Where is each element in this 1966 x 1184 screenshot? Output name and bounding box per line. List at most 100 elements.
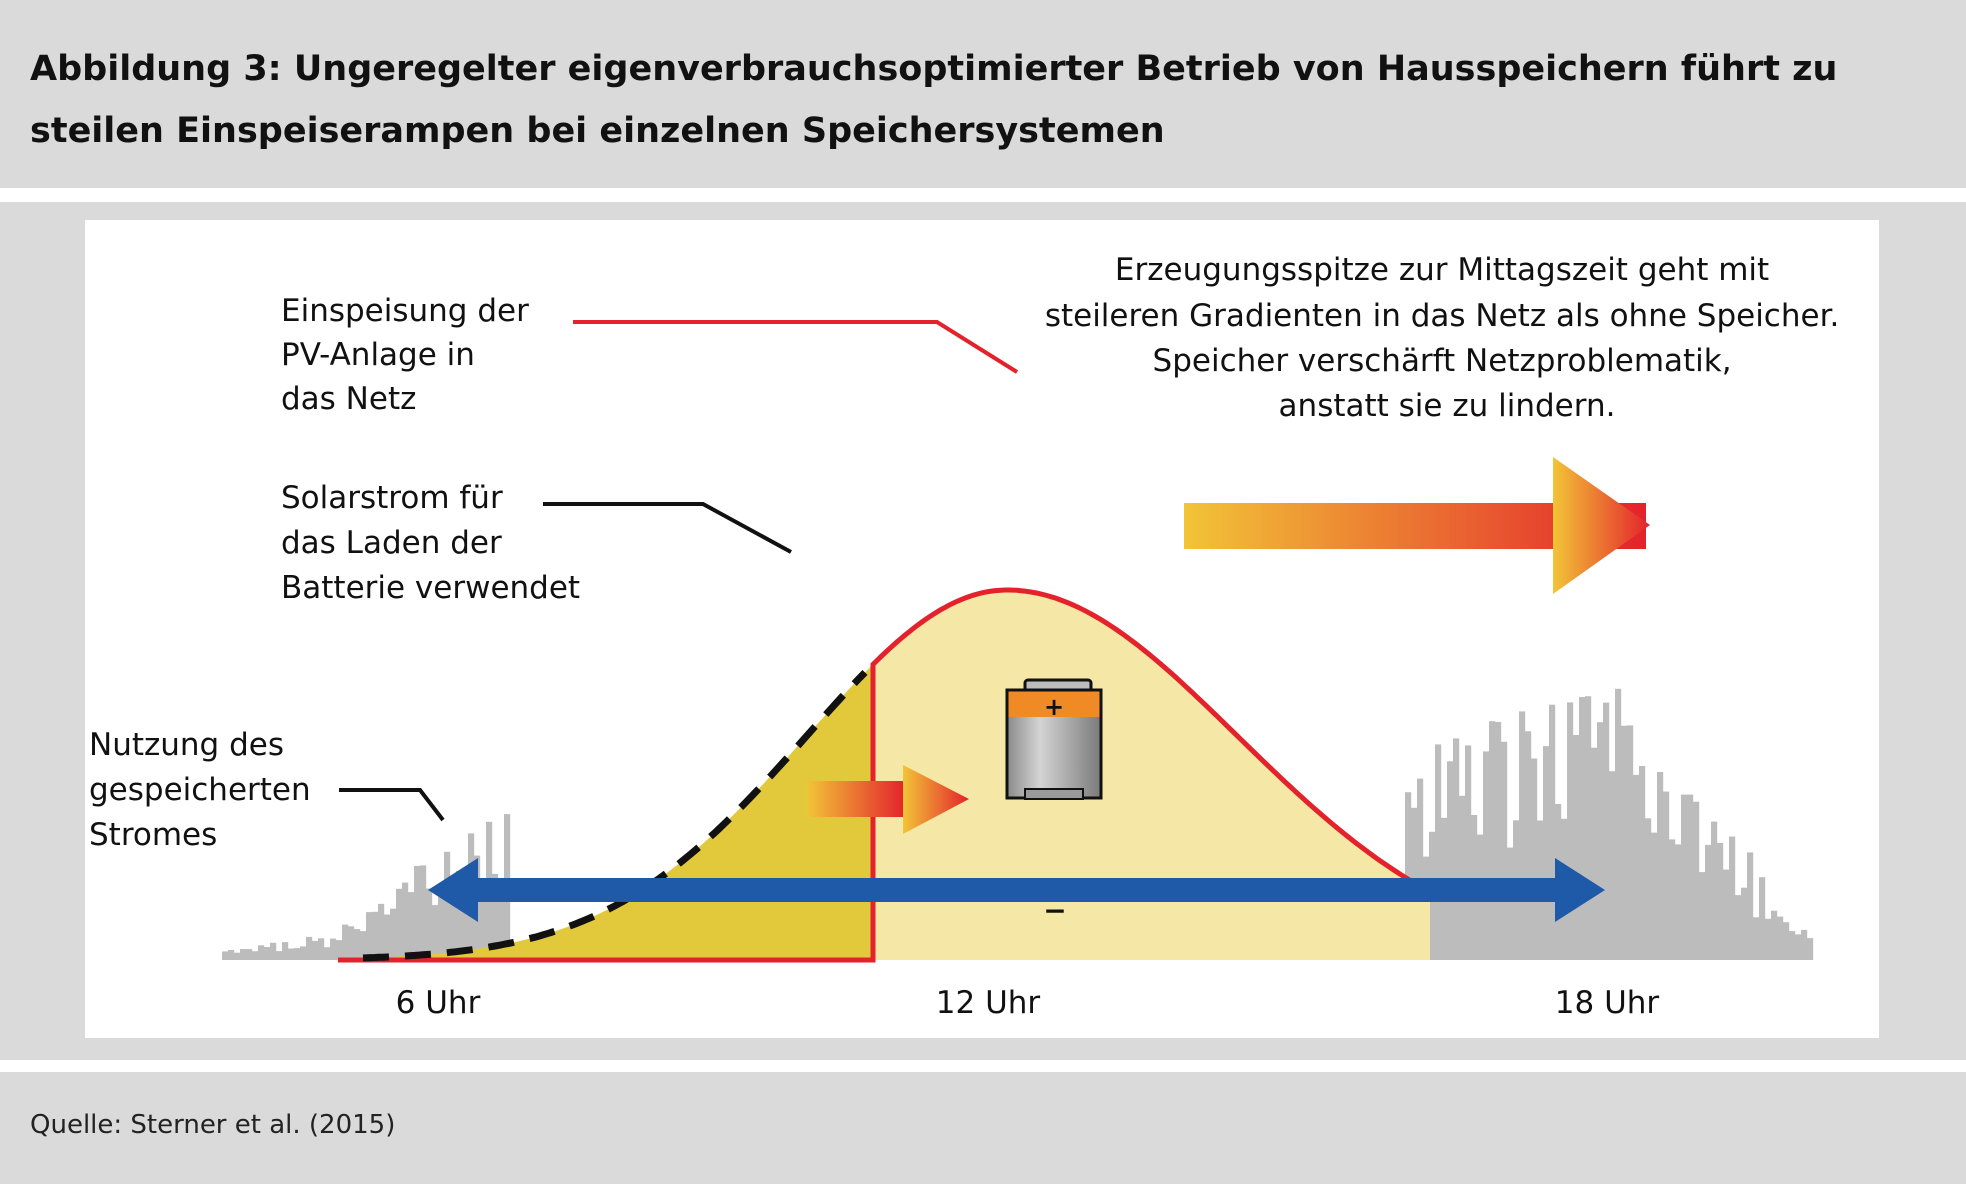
pv-generation-dashed-curve	[362, 669, 868, 962]
consumption-bar	[300, 946, 307, 960]
leader-battery-charging	[543, 502, 792, 554]
label-feed-in: Einspeisung der PV-Anlage in das Netz	[281, 293, 539, 417]
consumption-bar	[480, 887, 487, 960]
consumption-bar	[1669, 839, 1676, 960]
consumption-bar	[258, 945, 265, 960]
consumption-bar	[1657, 772, 1664, 960]
peak-feed-in-arrow	[1184, 457, 1650, 594]
consumption-bar	[372, 911, 379, 960]
consumption-bar	[1507, 847, 1514, 960]
consumption-bar	[312, 940, 319, 960]
consumption-bar	[1633, 774, 1640, 960]
consumption-bar	[1465, 745, 1472, 960]
consumption-bar	[330, 938, 337, 960]
consumption-bar	[366, 912, 373, 960]
consumption-bar	[1447, 761, 1454, 960]
consumption-bar	[360, 931, 367, 960]
consumption-bar	[1573, 735, 1580, 960]
svg-text:+: +	[1044, 693, 1064, 721]
consumption-bar	[462, 894, 469, 960]
consumption-bar	[1759, 877, 1766, 960]
consumption-bar	[1735, 895, 1742, 960]
consumption-bar	[240, 949, 247, 960]
label-battery-charging: Solarstrom für das Laden der Batterie ve…	[281, 480, 580, 606]
consumption-bar	[1801, 929, 1808, 960]
consumption-bar	[1705, 844, 1712, 960]
consumption-bar	[1675, 844, 1682, 960]
label-peak-note: Erzeugungsspitze zur Mittagszeit geht mi…	[1045, 252, 1849, 424]
consumption-bar	[1789, 931, 1796, 960]
consumption-bar	[306, 936, 313, 960]
consumption-bar	[444, 851, 451, 960]
consumption-bar	[324, 947, 331, 960]
consumption-bar	[1645, 818, 1652, 960]
figure-canvas: Einspeisung der PV-Anlage in das Netz So…	[85, 220, 1879, 1038]
consumption-bar	[1807, 938, 1814, 960]
consumption-bar	[396, 888, 403, 960]
consumption-bar	[1531, 758, 1538, 960]
consumption-bar	[1741, 887, 1748, 960]
consumption-bar	[228, 950, 235, 960]
consumption-bar	[1747, 852, 1754, 960]
leader-feed-in	[573, 320, 1019, 374]
consumption-bar	[420, 865, 427, 960]
consumption-bar	[1729, 836, 1736, 960]
figure-title: Abbildung 3: Ungeregelter eigenverbrauch…	[30, 49, 1838, 151]
consumption-bar	[1543, 746, 1550, 960]
consumption-bar	[456, 870, 463, 960]
consumption-bar	[1615, 688, 1622, 960]
consumption-bar	[1687, 794, 1694, 960]
time-label-12: 12 Uhr	[936, 985, 1041, 1021]
consumption-bar	[1417, 778, 1424, 960]
consumption-bar	[384, 914, 391, 960]
consumption-bar	[426, 888, 433, 960]
consumption-bar	[1483, 751, 1490, 960]
consumption-bar	[1771, 910, 1778, 960]
consumption-bar	[1717, 842, 1724, 960]
consumption-bar	[264, 947, 271, 960]
consumption-bar	[1489, 721, 1496, 960]
consumption-bar	[1663, 791, 1670, 960]
consumption-bar	[342, 924, 349, 960]
consumption-bar	[390, 908, 397, 960]
consumption-bar	[1765, 918, 1772, 960]
consumption-bar	[1639, 766, 1646, 960]
consumption-bar	[1405, 792, 1412, 960]
consumption-bar	[1723, 869, 1730, 960]
consumption-bar	[432, 905, 439, 960]
label-stored-usage: Nutzung des gespeicherten Stromes	[89, 727, 321, 853]
consumption-bar	[1627, 725, 1634, 960]
consumption-bar	[1453, 738, 1460, 960]
consumption-bar	[1459, 795, 1466, 960]
consumption-bar	[246, 949, 253, 960]
consumption-bar	[414, 865, 421, 960]
consumption-bar	[1585, 696, 1592, 960]
consumption-bar	[336, 940, 343, 960]
consumption-bar	[222, 951, 229, 960]
consumption-bar	[282, 942, 289, 960]
consumption-bar	[1597, 722, 1604, 960]
source-bar	[0, 1072, 1966, 1184]
consumption-bar	[1711, 821, 1718, 960]
consumption-bar	[1603, 702, 1610, 960]
consumption-bar	[1795, 934, 1802, 960]
consumption-bar	[270, 942, 277, 960]
consumption-bar	[1609, 771, 1616, 960]
consumption-bar	[408, 892, 415, 960]
consumption-bar	[288, 948, 295, 960]
consumption-bar	[1549, 704, 1556, 960]
consumption-bar	[378, 903, 385, 960]
consumption-bar	[234, 952, 241, 960]
svg-text:−: −	[1043, 894, 1066, 927]
consumption-bar	[1591, 747, 1598, 960]
consumption-bar	[498, 891, 505, 960]
consumption-bar	[1753, 917, 1760, 960]
consumption-bar	[1579, 697, 1586, 960]
consumption-bar	[402, 882, 409, 960]
consumption-bar	[1699, 872, 1706, 960]
consumption-bar	[1567, 702, 1574, 960]
source-note: Quelle: Sterner et al. (2015)	[30, 1110, 396, 1140]
time-label-6: 6 Uhr	[396, 985, 481, 1021]
consumption-bar	[1495, 722, 1502, 960]
diagram-svg: Einspeisung der PV-Anlage in das Netz So…	[89, 252, 1849, 1021]
